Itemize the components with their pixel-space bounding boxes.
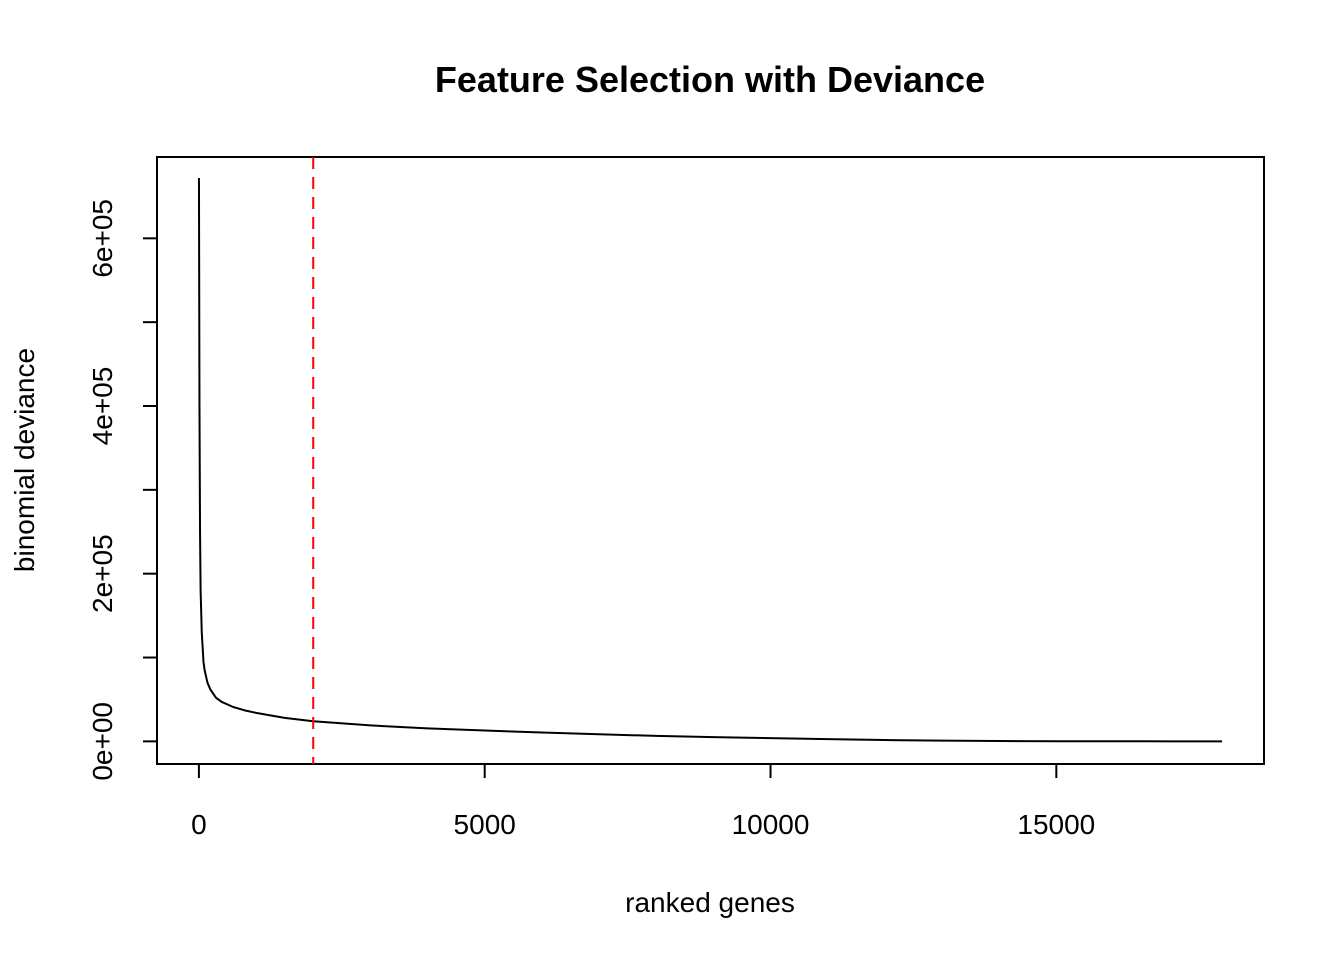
- y-tick-label: 0e+00: [87, 702, 118, 781]
- x-tick-label: 5000: [454, 809, 516, 840]
- x-axis: 0 5000 10000 15000: [191, 763, 1095, 840]
- x-tick-label: 0: [191, 809, 207, 840]
- y-axis: 0e+00 2e+05 4e+05 6e+05: [87, 199, 158, 781]
- series-line: [197, 177, 1223, 743]
- chart-title: Feature Selection with Deviance: [435, 59, 985, 100]
- y-axis-label: binomial deviance: [9, 348, 40, 572]
- x-tick-label: 10000: [732, 809, 810, 840]
- y-tick-label: 2e+05: [87, 534, 118, 613]
- y-tick-label: 4e+05: [87, 367, 118, 446]
- series-layer: [197, 177, 1223, 743]
- x-axis-label: ranked genes: [625, 887, 795, 918]
- y-tick-label: 6e+05: [87, 199, 118, 278]
- plot-frame: [156, 156, 1265, 765]
- x-tick-label: 15000: [1017, 809, 1095, 840]
